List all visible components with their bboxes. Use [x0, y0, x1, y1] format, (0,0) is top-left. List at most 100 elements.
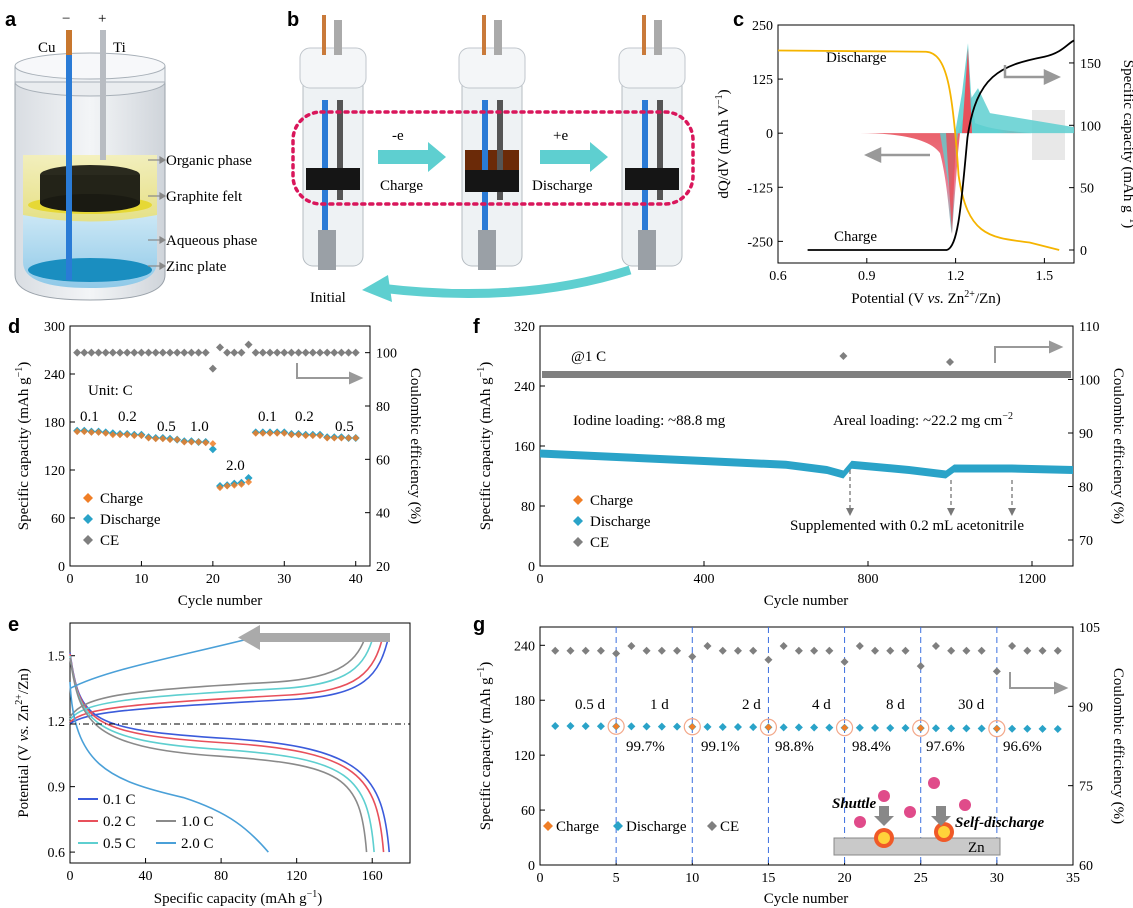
f-xtick: 800 — [858, 572, 879, 587]
d-charge-point — [130, 432, 138, 440]
d-charge-point — [102, 429, 110, 437]
g-ce-point — [733, 646, 742, 655]
d-charge-point — [145, 434, 153, 442]
d-ce-point — [258, 348, 267, 357]
g-discharge-point — [1053, 724, 1062, 733]
f-y2tick: 80 — [1079, 481, 1093, 496]
d-charge-point — [273, 429, 281, 437]
d-ce-point — [166, 348, 174, 357]
zn-label: Zn — [968, 840, 985, 856]
g-legend-discharge: Discharge — [626, 819, 687, 835]
d-ce-point — [73, 348, 82, 357]
d-charge-point — [259, 429, 267, 437]
d-xtick: 0 — [67, 572, 74, 587]
d-charge-point — [302, 432, 310, 440]
g-legend-charge: Charge — [556, 819, 599, 835]
d-ce-point — [101, 348, 110, 357]
plot-e-frame — [69, 622, 411, 864]
g-y2tick: 75 — [1079, 780, 1093, 795]
f-capacity-band — [540, 449, 1073, 479]
g-ce-point — [703, 642, 712, 651]
g-ce-point — [825, 646, 834, 655]
g-highlight-circle — [835, 719, 854, 737]
panel-e: e 0 40 80 120 160 1.5 1.2 0.9 0.6 Specific capaci… — [8, 614, 411, 907]
c-ylabel: dQ/dV (mAh V−1) — [714, 89, 732, 198]
e-xtick: 0 — [67, 869, 74, 884]
d-charge-point — [159, 435, 167, 443]
g-xtick: 5 — [613, 871, 620, 886]
panel-f: f 0 400 800 1200320240160800110100908070Cyc… — [473, 316, 1126, 609]
g-ce-point — [1053, 646, 1062, 655]
highlight-box — [291, 110, 695, 206]
d-ce-point — [308, 348, 317, 357]
d-y2tick: 20 — [376, 560, 390, 575]
g-ce-point — [886, 646, 895, 655]
e-ytick: 1.2 — [48, 715, 66, 730]
d-charge-point — [137, 432, 145, 440]
f-ce-band — [542, 371, 1071, 378]
panel-f-letter: f — [473, 316, 480, 338]
c-y2label: Specific capacity (mAh g−1) — [1120, 60, 1133, 229]
d-charge-point — [266, 429, 274, 437]
shuttle-inset: Zn Shuttle Self-discharge — [832, 777, 1045, 856]
graphite-felt-bottom — [40, 194, 140, 212]
label-graphite-felt: Graphite felt — [166, 189, 243, 205]
cu-label: Cu — [38, 40, 56, 56]
d-ce-point — [94, 348, 103, 357]
return-arrow — [379, 265, 632, 299]
shuttle-label: Shuttle — [832, 796, 877, 812]
panel-a: a − + Cu Ti Organic phase Graphite felt … — [5, 9, 258, 301]
d-ce-point — [351, 348, 360, 357]
g-ce-point — [764, 655, 773, 664]
areal-loading: Areal loading: ~22.2 mg cm−2 — [833, 411, 1013, 429]
g-rest-label: 1 d — [650, 697, 669, 713]
e-xlabel: Specific capacity (mAh g−1) — [154, 889, 323, 907]
g-legend-marker — [707, 821, 717, 831]
g-ce-point — [551, 646, 560, 655]
d-ce-point — [223, 348, 232, 357]
d-ytick: 300 — [44, 320, 65, 335]
g-ce-point — [1008, 642, 1017, 651]
g-ce-point — [627, 642, 636, 651]
f-ytick: 160 — [514, 440, 535, 455]
g-ce-point — [947, 646, 956, 655]
f-legend-charge: Charge — [590, 493, 633, 509]
d-charge-point — [80, 428, 88, 436]
c-xtick: 0.9 — [858, 269, 876, 284]
g-y2tick: 60 — [1079, 859, 1093, 874]
g-charge-point — [612, 722, 620, 730]
g-xtick: 30 — [990, 871, 1004, 886]
e-xtick: 160 — [362, 869, 383, 884]
d-ce-point — [158, 348, 167, 357]
g-ce-point — [566, 646, 575, 655]
g-ce-point — [855, 642, 864, 651]
d-xtick: 10 — [134, 572, 148, 587]
d-ce-point — [180, 348, 189, 357]
d-y2tick: 100 — [376, 347, 397, 362]
d-charge-point — [87, 428, 95, 436]
arrow-discharge — [540, 142, 608, 172]
g-discharge-point — [718, 722, 727, 731]
e-legend-label: 1.0 C — [181, 814, 214, 830]
d-y2tick: 40 — [376, 507, 390, 522]
g-discharge-point — [931, 724, 940, 733]
d-ce-point — [316, 348, 324, 357]
d-charge-point — [230, 481, 238, 489]
g-discharge-point — [703, 722, 712, 731]
g-ce-point — [688, 652, 697, 661]
g-xtick: 25 — [914, 871, 928, 886]
e-ytick: 0.6 — [48, 846, 66, 861]
c-ytick: 0 — [766, 127, 773, 142]
d-xtick: 20 — [206, 572, 220, 587]
label-zinc-plate: Zinc plate — [166, 259, 227, 275]
g-retention-label: 99.1% — [701, 739, 740, 755]
g-retention-label: 96.6% — [1003, 739, 1042, 755]
g-charge-point — [841, 724, 849, 732]
c-ytick: -250 — [747, 235, 773, 250]
d-charge-point — [252, 429, 260, 437]
g-discharge-point — [596, 722, 605, 731]
d-charge-point — [309, 432, 317, 440]
d-charge-point — [209, 440, 217, 448]
d-legend-marker — [83, 535, 93, 545]
g-ylabel: Specific capacity (mAh g−1) — [476, 662, 494, 831]
